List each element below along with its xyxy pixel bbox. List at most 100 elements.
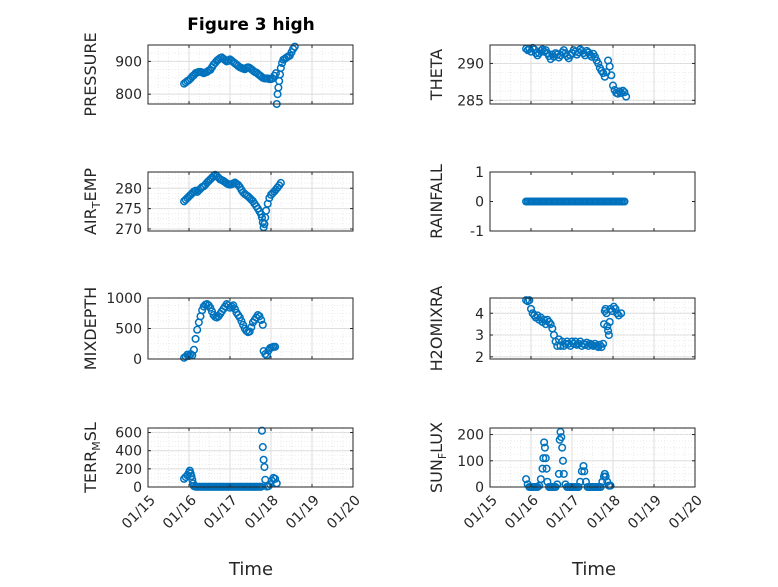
data-point: [187, 472, 196, 481]
axes-box: [489, 427, 696, 488]
data-point: [559, 469, 568, 478]
data-point: [540, 438, 549, 447]
figure-title: Figure 3 high: [187, 15, 315, 35]
subplot-mixdepth: 0 500 1000 MIXDEPTH: [81, 287, 354, 370]
y-tick-label: 500: [115, 322, 142, 338]
data-point: [183, 350, 192, 359]
data-point: [271, 474, 280, 483]
data-point: [536, 475, 545, 484]
y-tick-label: 275: [115, 202, 142, 218]
x-tick-label: 01/19: [625, 493, 665, 533]
y-tick-label: 1000: [106, 291, 142, 307]
x-axis-label-left: Time: [228, 559, 273, 580]
y-tick-label: -1: [470, 224, 484, 240]
y-tick-label: 0: [133, 352, 142, 368]
y-tick-label: 0: [133, 480, 142, 496]
data-point: [271, 342, 280, 351]
x-tick-label: 01/17: [201, 493, 241, 533]
data-point: [611, 304, 620, 313]
subplot-h2omixra: 2 3 4 H2OMIXRA: [427, 286, 696, 372]
data-point: [607, 71, 616, 80]
y-tick-label: 200: [457, 428, 484, 444]
y-tick-label: 800: [115, 87, 142, 103]
x-tick-label: 01/19: [283, 493, 323, 533]
x-tick-label: 01/20: [324, 493, 364, 533]
x-tick-label: 01/15: [461, 493, 501, 533]
data-point: [541, 454, 550, 463]
data-point: [276, 178, 285, 188]
data-point: [522, 475, 531, 484]
data-point: [576, 477, 585, 486]
data-point: [258, 443, 267, 452]
y-tick-label: 290: [457, 56, 484, 72]
axes-box: [147, 171, 354, 232]
data-point: [558, 456, 568, 465]
y-tick-label: 280: [115, 181, 142, 197]
y-axis-label: MIXDEPTH: [81, 287, 100, 370]
x-tick-label: 01/17: [543, 493, 583, 533]
subplot-sun-flux: 0 100 200 01/15 01/16 01/17 01/18 01/19 01/20 SUN…: [427, 422, 706, 532]
subplot-rainfall: -1 0 1 RAINFALL: [427, 164, 696, 240]
data-point: [599, 339, 608, 348]
x-axis-label-right: Time: [571, 559, 616, 580]
data-point: [257, 315, 266, 325]
plot-area: [490, 428, 695, 487]
data-point: [546, 320, 555, 329]
data-point: [579, 461, 588, 471]
data-point: [553, 480, 562, 489]
data-point: [608, 81, 618, 90]
data-point: [556, 427, 565, 436]
y-tick-label: 0: [475, 480, 484, 496]
y-axis-label: PRESSURE: [81, 32, 100, 116]
y-tick-label: 0: [475, 195, 484, 211]
data-point: [604, 330, 613, 340]
data-point: [618, 86, 627, 95]
data-point: [189, 345, 198, 354]
y-axis-label: H2OMIXRA: [427, 286, 446, 372]
axes-box: [489, 44, 696, 105]
plot-area: [490, 172, 695, 231]
data-point: [209, 172, 218, 181]
x-tick-label: 01/18: [584, 493, 624, 533]
y-tick-label: 400: [115, 444, 142, 460]
y-tick-label: 3: [475, 328, 484, 344]
data-point: [554, 469, 563, 478]
data-point: [258, 320, 267, 329]
subplot-air-temp: 270 275 280 AIRTEMP: [81, 168, 354, 238]
data-point: [538, 464, 547, 473]
data-point: [622, 92, 631, 101]
data-point: [542, 464, 551, 473]
y-tick-label: 200: [115, 462, 142, 478]
x-tick-label: 01/15: [119, 493, 159, 533]
y-tick-label: 900: [115, 54, 142, 70]
data-point: [601, 472, 610, 481]
data-point: [615, 87, 624, 96]
y-tick-label: 4: [475, 306, 484, 322]
subplot-pressure: 800 900 PRESSURE: [81, 32, 354, 117]
data-point: [604, 326, 613, 335]
data-point: [539, 454, 548, 463]
data-point: [193, 325, 202, 334]
axes-box: [147, 427, 354, 488]
y-axis-label: SUNFLUX: [427, 422, 449, 493]
data-point: [257, 426, 267, 435]
data-point: [557, 433, 566, 442]
y-tick-label: 285: [457, 93, 484, 109]
data-point: [606, 481, 615, 490]
data-point: [594, 59, 603, 68]
x-tick-label: 01/20: [666, 493, 706, 533]
y-tick-label: 270: [115, 222, 142, 238]
data-point: [577, 467, 586, 476]
data-point: [620, 197, 629, 206]
data-point: [245, 327, 254, 336]
y-tick-label: 600: [115, 426, 142, 442]
subplot-terr-msl: 0 200 400 600 01/15 01/16 01/17 01/18 01/19 01/20…: [81, 422, 364, 532]
axes-box: [489, 297, 696, 360]
data-point: [605, 62, 614, 71]
y-tick-label: 2: [475, 350, 484, 366]
x-tick-label: 01/16: [160, 492, 200, 532]
data-point: [260, 462, 269, 472]
data-point: [605, 317, 614, 327]
y-axis-label: THETA: [427, 49, 446, 101]
